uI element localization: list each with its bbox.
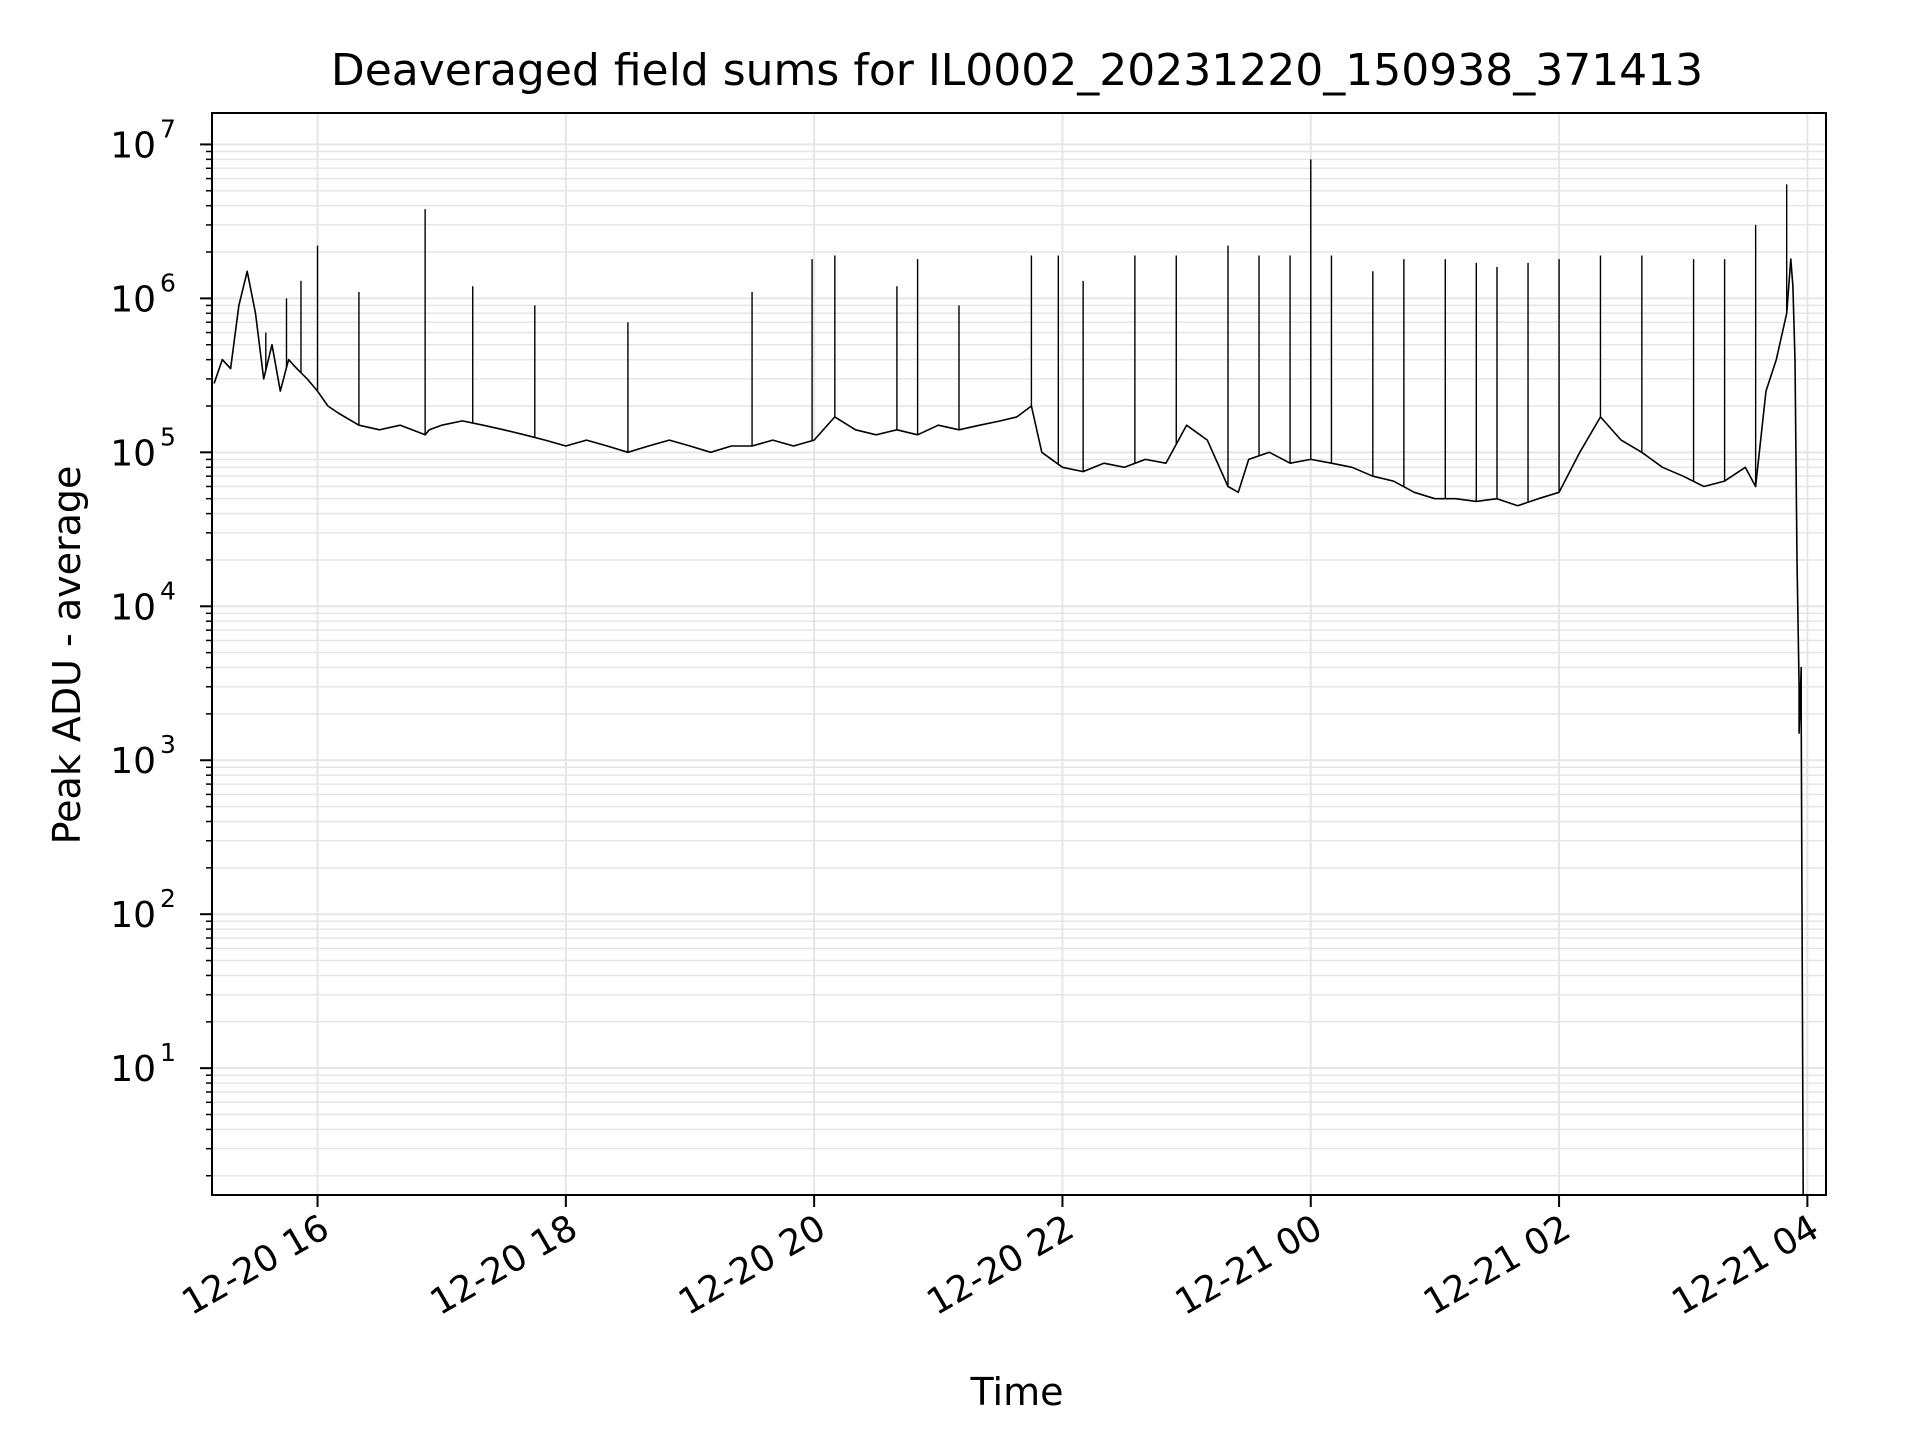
series-layer — [213, 159, 1804, 1196]
y-tick-label: 10 — [110, 741, 156, 782]
y-tick-exponent: 4 — [160, 576, 176, 605]
y-tick-exponent: 1 — [160, 1038, 176, 1067]
y-tick-label: 10 — [110, 587, 156, 628]
y-tick-label: 10 — [110, 895, 156, 936]
y-tick-exponent: 6 — [160, 268, 176, 297]
y-tick-label: 10 — [110, 279, 156, 320]
y-tick-exponent: 5 — [160, 422, 176, 451]
y-tick-exponent: 2 — [160, 884, 176, 913]
x-axis-label: Time — [970, 1370, 1064, 1414]
y-axis-label: Peak ADU - average — [45, 466, 89, 845]
y-tick-exponent: 3 — [160, 730, 176, 759]
y-tick-exponent: 7 — [160, 114, 176, 143]
series-line — [213, 258, 1804, 1196]
y-tick-label: 10 — [110, 1049, 156, 1090]
y-tick-label: 10 — [110, 433, 156, 474]
plot-frame — [211, 112, 1827, 1196]
chart-title: Deaveraged field sums for IL0002_2023122… — [331, 45, 1703, 96]
grid — [212, 113, 1826, 1195]
y-tick-label: 10 — [110, 125, 156, 166]
